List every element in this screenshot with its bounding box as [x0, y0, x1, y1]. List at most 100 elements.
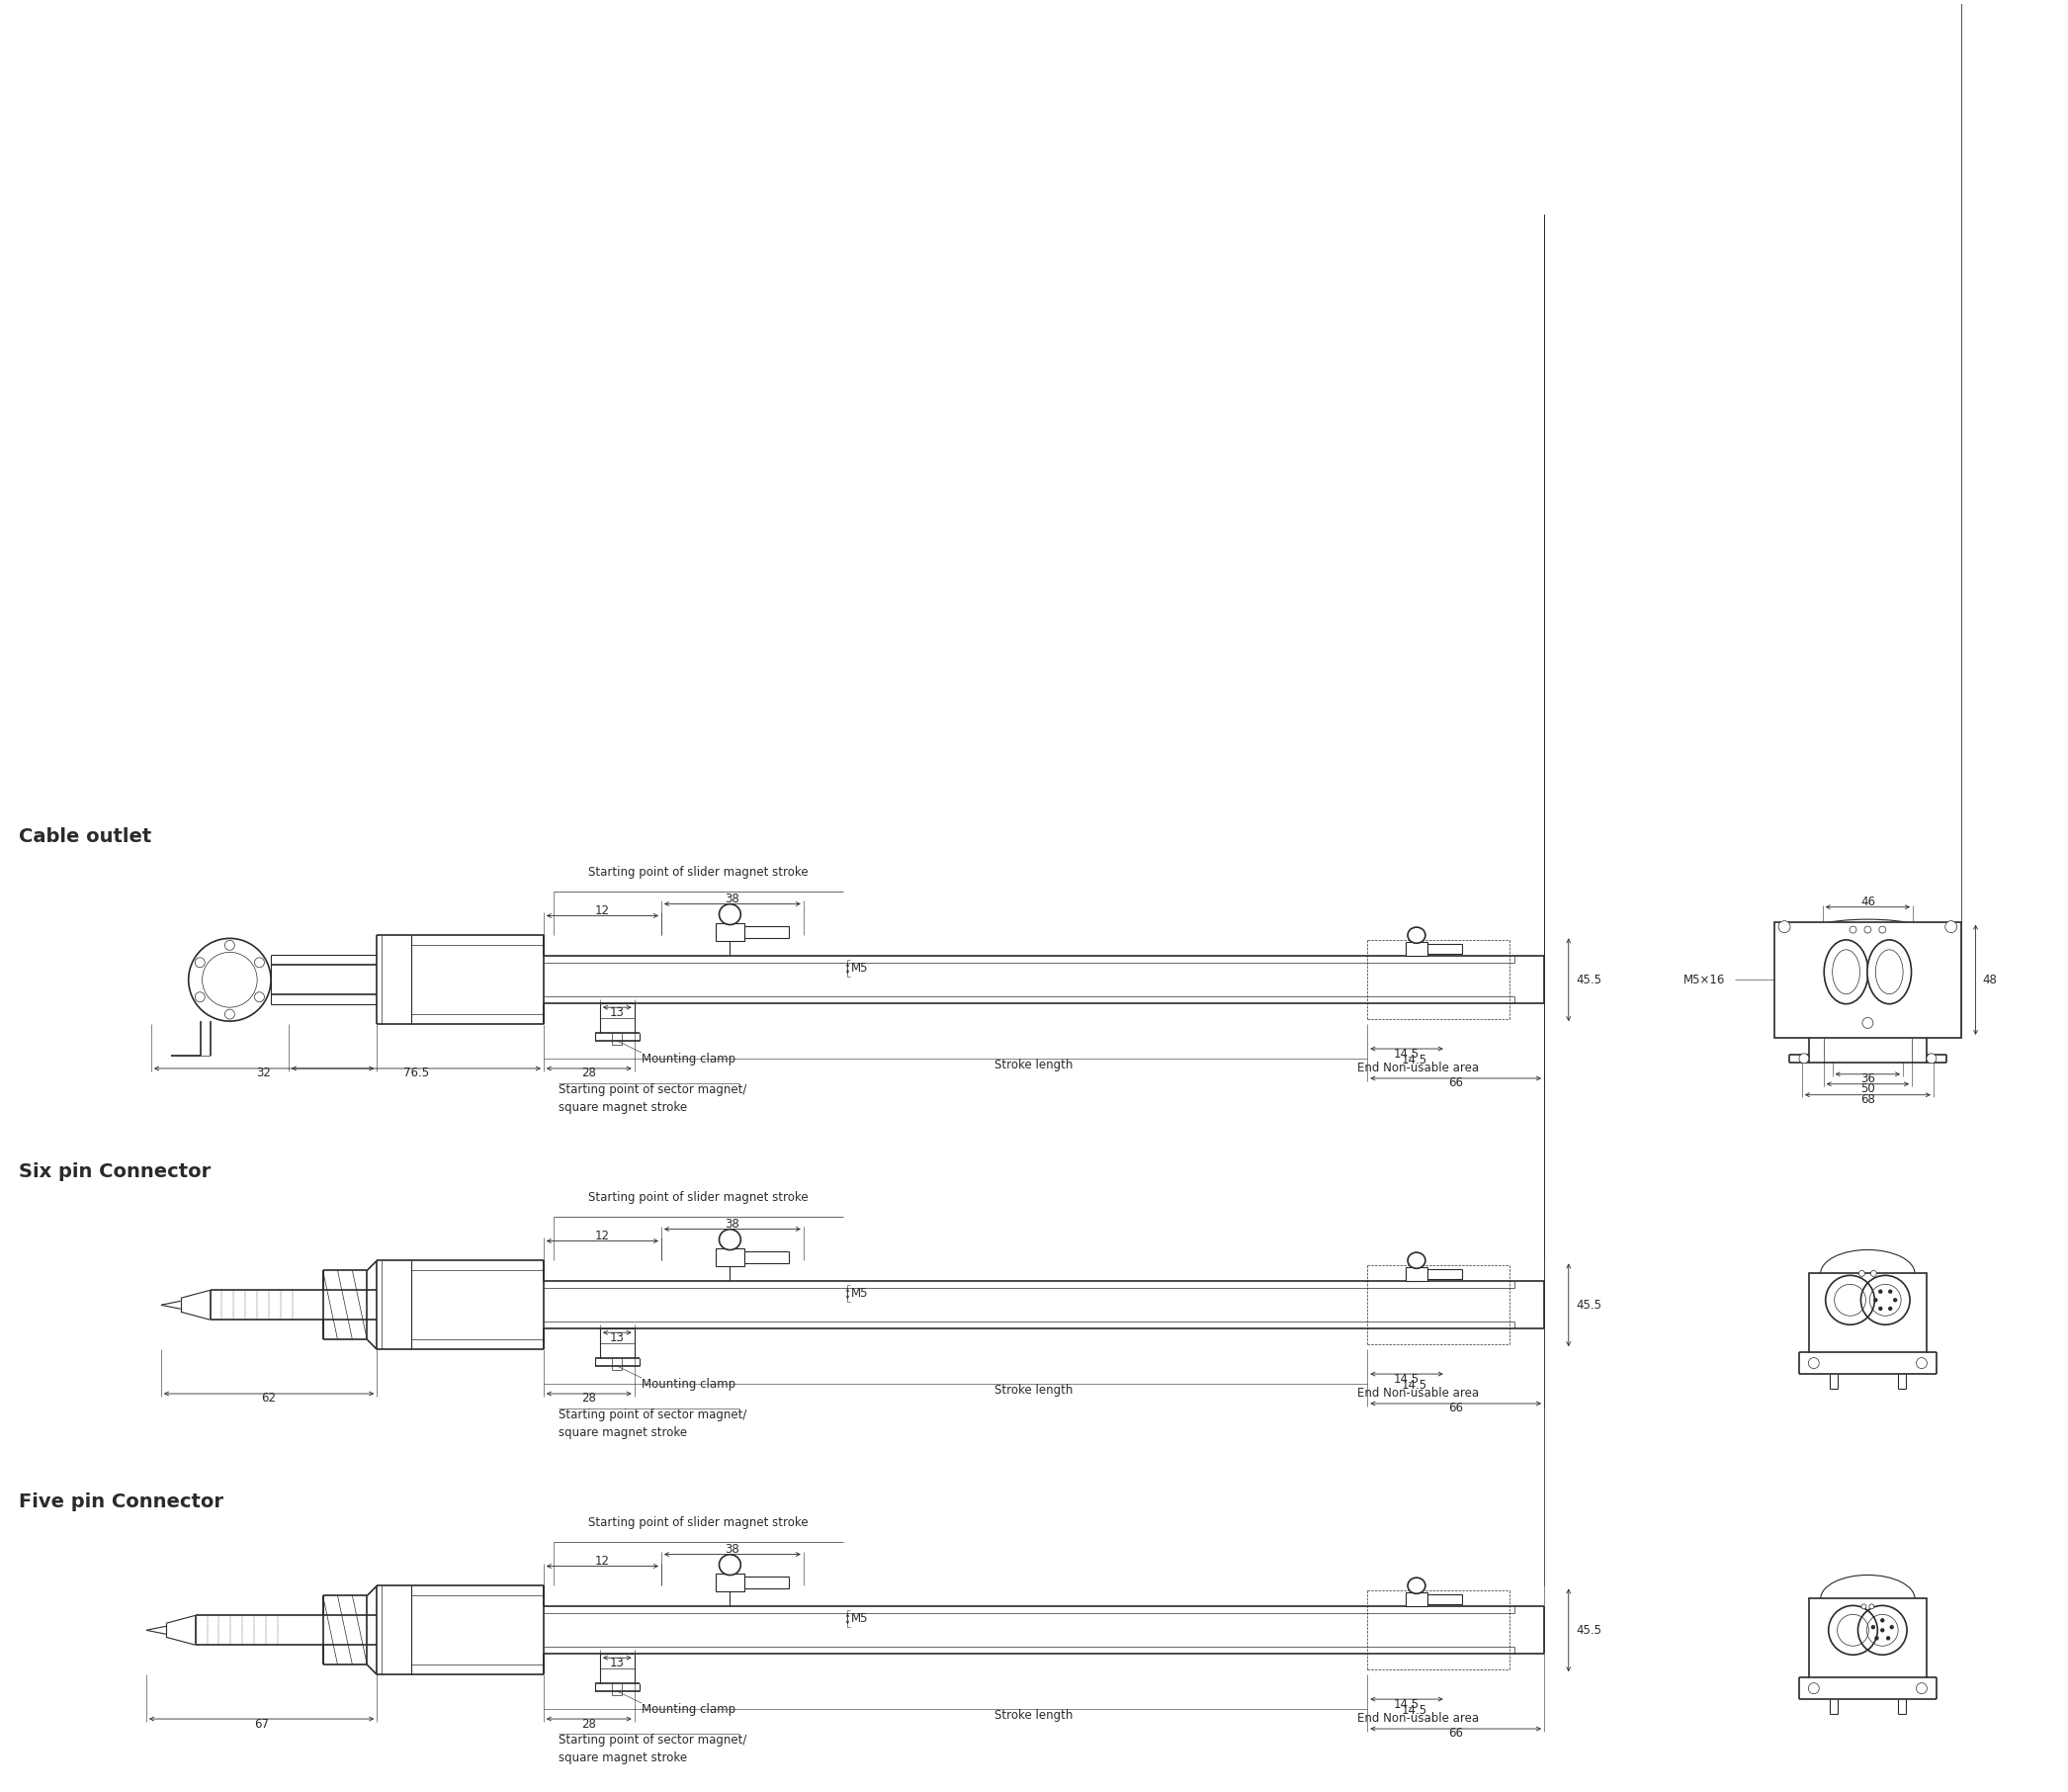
Text: 32: 32: [256, 1066, 271, 1081]
Ellipse shape: [1832, 950, 1859, 995]
Text: Starting point of sector magnet/: Starting point of sector magnet/: [558, 1409, 747, 1421]
Circle shape: [1917, 1683, 1927, 1693]
Bar: [1427, 1595, 1462, 1604]
Text: 76.5: 76.5: [403, 1066, 428, 1081]
Text: End Non-usable area: End Non-usable area: [1359, 1387, 1479, 1400]
Text: M5: M5: [850, 962, 869, 975]
Ellipse shape: [254, 993, 265, 1002]
Circle shape: [1888, 1306, 1892, 1310]
Text: 38: 38: [726, 892, 740, 905]
Bar: [744, 1253, 788, 1263]
Text: End Non-usable area: End Non-usable area: [1359, 1711, 1479, 1726]
Ellipse shape: [1876, 950, 1903, 995]
Circle shape: [1849, 926, 1857, 934]
Ellipse shape: [1824, 939, 1867, 1004]
Text: Starting point of slider magnet stroke: Starting point of slider magnet stroke: [587, 866, 809, 878]
Circle shape: [1778, 921, 1791, 932]
Circle shape: [1880, 926, 1886, 934]
Text: square magnet stroke: square magnet stroke: [558, 1751, 687, 1765]
Text: 68: 68: [1861, 1093, 1876, 1106]
Circle shape: [1799, 1054, 1810, 1063]
Circle shape: [1872, 1271, 1876, 1276]
Circle shape: [1888, 1290, 1892, 1294]
Text: 14.5: 14.5: [1394, 1697, 1419, 1711]
Circle shape: [1863, 926, 1872, 934]
Text: M5: M5: [850, 1613, 869, 1625]
Circle shape: [1917, 1358, 1927, 1369]
Text: 14.5: 14.5: [1394, 1373, 1419, 1385]
Text: M5×16: M5×16: [1683, 973, 1725, 986]
Circle shape: [1880, 1629, 1884, 1633]
Bar: [716, 1249, 744, 1267]
Ellipse shape: [720, 1554, 740, 1575]
Circle shape: [1892, 1297, 1896, 1303]
Ellipse shape: [225, 941, 234, 950]
Text: 14.5: 14.5: [1402, 1704, 1427, 1717]
Circle shape: [1861, 1604, 1865, 1609]
Circle shape: [1886, 1636, 1890, 1640]
Text: 66: 66: [1448, 1401, 1464, 1416]
Circle shape: [1807, 1358, 1820, 1369]
Text: 12: 12: [596, 1555, 610, 1568]
Text: Starting point of slider magnet stroke: Starting point of slider magnet stroke: [587, 1516, 809, 1529]
Circle shape: [1874, 1297, 1878, 1303]
Text: 48: 48: [1983, 973, 1998, 986]
Bar: [1427, 1269, 1462, 1279]
Text: square magnet stroke: square magnet stroke: [558, 1426, 687, 1439]
Text: 67: 67: [254, 1717, 269, 1731]
Text: 36: 36: [1861, 1073, 1876, 1086]
Ellipse shape: [194, 957, 205, 968]
Ellipse shape: [720, 1229, 740, 1249]
Text: M5: M5: [850, 1287, 869, 1299]
Text: Starting point of sector magnet/: Starting point of sector magnet/: [558, 1082, 747, 1097]
Ellipse shape: [1867, 939, 1911, 1004]
Circle shape: [1946, 921, 1956, 932]
Circle shape: [1880, 1618, 1884, 1622]
Circle shape: [1872, 1625, 1876, 1629]
Text: 13: 13: [610, 1656, 625, 1668]
Text: square magnet stroke: square magnet stroke: [558, 1100, 687, 1115]
Text: Mounting clamp: Mounting clamp: [641, 1052, 736, 1066]
Bar: [716, 1573, 744, 1591]
Circle shape: [1927, 1054, 1936, 1063]
Text: 66: 66: [1448, 1727, 1464, 1740]
Circle shape: [1874, 1636, 1880, 1640]
Text: Starting point of sector magnet/: Starting point of sector magnet/: [558, 1733, 747, 1747]
Text: 28: 28: [581, 1717, 596, 1731]
Text: Stroke length: Stroke length: [995, 1383, 1073, 1396]
Circle shape: [1859, 1271, 1865, 1276]
Circle shape: [1890, 1625, 1894, 1629]
Text: 45.5: 45.5: [1576, 1624, 1603, 1636]
Text: 45.5: 45.5: [1576, 1299, 1603, 1312]
Bar: [1810, 1274, 1927, 1353]
Text: Five pin Connector: Five pin Connector: [19, 1493, 223, 1511]
Ellipse shape: [194, 993, 205, 1002]
Ellipse shape: [1408, 1253, 1425, 1269]
Text: 13: 13: [610, 1331, 625, 1344]
Bar: [744, 926, 788, 939]
Text: 12: 12: [596, 1229, 610, 1242]
Text: 28: 28: [581, 1066, 596, 1081]
Circle shape: [1878, 1290, 1882, 1294]
Text: 38: 38: [726, 1543, 740, 1555]
Text: 13: 13: [610, 1005, 625, 1018]
Bar: [744, 1577, 788, 1590]
Circle shape: [1869, 1604, 1874, 1609]
Ellipse shape: [1408, 926, 1425, 943]
Bar: [716, 923, 744, 941]
Text: 66: 66: [1448, 1077, 1464, 1090]
Text: Stroke length: Stroke length: [995, 1059, 1073, 1072]
Text: 46: 46: [1861, 896, 1876, 909]
Ellipse shape: [225, 1009, 234, 1020]
Text: Stroke length: Stroke length: [995, 1710, 1073, 1722]
Text: End Non-usable area: End Non-usable area: [1359, 1061, 1479, 1075]
Bar: [1427, 944, 1462, 953]
Text: Cable outlet: Cable outlet: [19, 828, 151, 846]
Bar: [1810, 1598, 1927, 1677]
Text: 28: 28: [581, 1392, 596, 1405]
Ellipse shape: [254, 957, 265, 968]
Text: 14.5: 14.5: [1394, 1047, 1419, 1061]
Circle shape: [1807, 1683, 1820, 1693]
Ellipse shape: [1408, 1577, 1425, 1593]
Ellipse shape: [720, 905, 740, 925]
